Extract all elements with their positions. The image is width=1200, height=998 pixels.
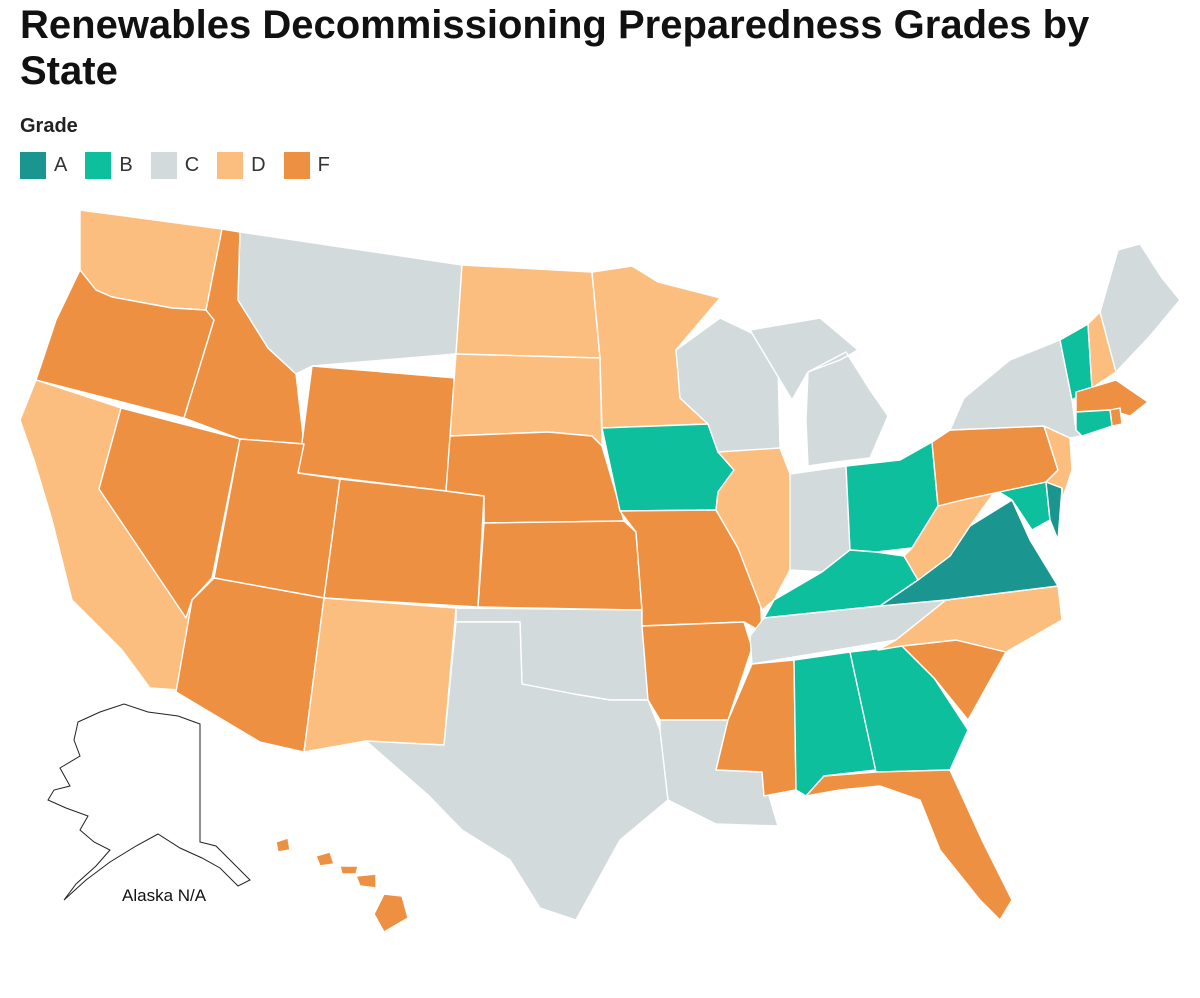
hawaii-island-oahu (315, 851, 335, 867)
legend-label-b: B (119, 154, 133, 176)
legend-swatch-f (283, 152, 310, 179)
state-connecticut[interactable] (1075, 409, 1113, 437)
legend-title: Grade (20, 115, 78, 137)
legend-item-b[interactable]: B (85, 152, 133, 179)
state-maine[interactable] (1099, 243, 1181, 373)
legend-swatch-b (85, 152, 112, 179)
legend-item-a[interactable]: A (20, 152, 67, 179)
state-colorado[interactable] (323, 478, 485, 608)
legend-label-d: D (251, 154, 266, 176)
state-texas[interactable] (365, 621, 669, 921)
alaska-outline (47, 703, 251, 901)
state-delaware[interactable] (1045, 481, 1063, 541)
state-indiana[interactable] (789, 465, 851, 573)
state-illinois[interactable] (715, 447, 791, 611)
hawaii-island-molokai (339, 865, 359, 875)
state-michigan[interactable] (749, 317, 889, 467)
legend-swatch-a (20, 152, 46, 179)
legend-swatch-c (150, 152, 177, 179)
legend-item-f[interactable]: F (283, 152, 330, 179)
hawaii-island-kauai (275, 837, 291, 853)
legend-label-f: F (317, 154, 330, 176)
state-new-jersey[interactable] (1043, 425, 1073, 501)
hawaii-island-maui (355, 873, 377, 889)
us-choropleth-map: Alaska N/A (19, 209, 1181, 933)
state-alaska[interactable]: Alaska N/A (47, 703, 251, 905)
state-north-dakota[interactable] (455, 264, 601, 359)
legend-swatch-d (217, 152, 244, 179)
legend-label-c: C (184, 154, 200, 176)
hawaii-island-big-island (373, 893, 409, 933)
state-florida[interactable] (805, 769, 1013, 921)
legend-item-d[interactable]: D (217, 152, 266, 179)
state-kansas[interactable] (477, 520, 643, 611)
state-new-mexico[interactable] (303, 597, 457, 753)
state-new-york[interactable] (949, 339, 1091, 439)
legend: A B C D F (20, 152, 348, 179)
legend-label-a: A (54, 154, 68, 176)
page-title: Renewables Decommissioning Preparedness … (20, 3, 1090, 93)
legend-item-c[interactable]: C (150, 152, 200, 179)
alaska-label: Alaska N/A (122, 886, 207, 905)
state-hawaii[interactable] (275, 837, 409, 933)
state-wyoming[interactable] (297, 365, 457, 492)
